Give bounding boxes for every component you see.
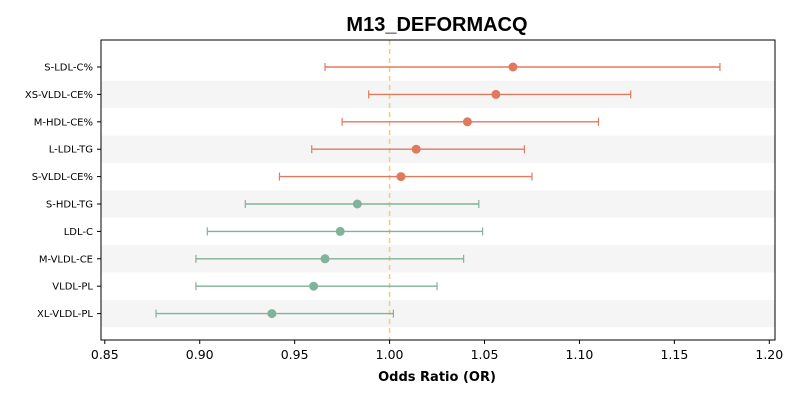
plot-frame xyxy=(100,39,776,341)
y-tick-label: L-LDL-TG xyxy=(49,145,93,156)
data-layer xyxy=(155,62,721,319)
x-axis: 0.85 0.90 0.95 1.00 1.05 1.10 1.15 1.20 xyxy=(91,340,783,362)
y-axis: S-LDL-C% XS-VLDL-CE% M-HDL-CE% L-LDL-TG S-VL… xyxy=(25,63,101,320)
or-point xyxy=(352,199,362,209)
x-tick-label: 1.00 xyxy=(376,347,404,362)
x-tick-label: 1.10 xyxy=(566,347,594,362)
chart-title: M13_DEFORMACQ xyxy=(346,14,527,36)
y-tick-label: XS-VLDL-CE% xyxy=(25,90,93,101)
x-axis-label: Odds Ratio (OR) xyxy=(378,370,496,385)
y-tick-label: S-LDL-C% xyxy=(44,63,93,74)
or-point xyxy=(267,309,277,319)
or-point xyxy=(396,172,406,182)
or-point xyxy=(462,117,472,127)
or-point xyxy=(335,226,345,236)
x-tick-label: 0.95 xyxy=(281,347,309,362)
or-point xyxy=(491,89,501,99)
x-tick-label: 1.05 xyxy=(471,347,499,362)
y-tick-label: XL-VLDL-PL xyxy=(37,309,93,320)
or-point xyxy=(320,254,330,264)
or-point xyxy=(508,62,518,72)
x-tick-label: 0.90 xyxy=(186,347,214,362)
y-tick-label: S-VLDL-CE% xyxy=(32,172,93,183)
y-tick-label: S-HDL-TG xyxy=(46,200,93,211)
y-tick-label: LDL-C xyxy=(64,227,93,238)
x-tick-label: 0.85 xyxy=(91,347,119,362)
y-tick-label: VLDL-PL xyxy=(52,282,93,293)
or-point xyxy=(411,144,421,154)
y-tick-label: M-VLDL-CE xyxy=(39,254,93,265)
or-point xyxy=(309,281,319,291)
x-tick-label: 1.15 xyxy=(660,347,688,362)
x-tick-label: 1.20 xyxy=(755,347,783,362)
y-tick-label: M-HDL-CE% xyxy=(34,117,93,128)
